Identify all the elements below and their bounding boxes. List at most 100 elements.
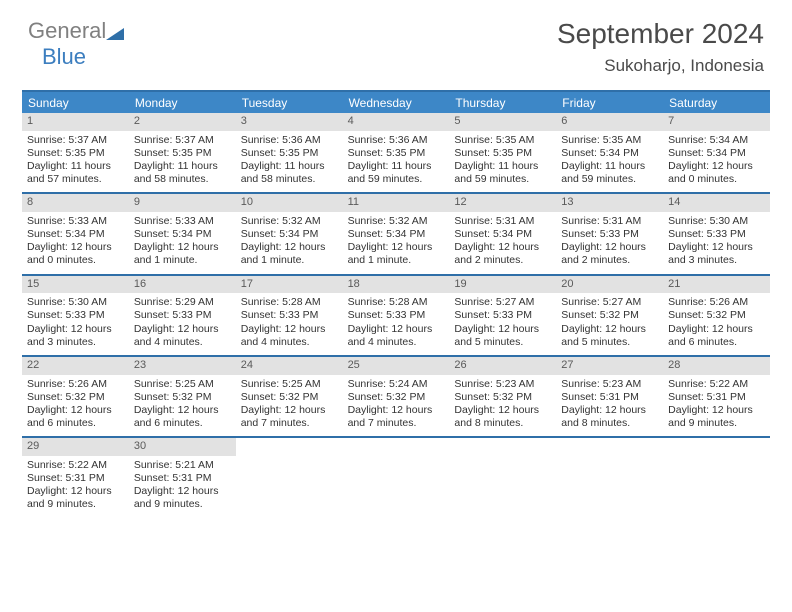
sunrise-text: Sunrise: 5:26 AM bbox=[27, 378, 124, 391]
sunrise-text: Sunrise: 5:27 AM bbox=[561, 296, 658, 309]
calendar-empty bbox=[556, 438, 663, 517]
daylight-text: Daylight: 12 hours and 5 minutes. bbox=[454, 323, 551, 349]
day-body: Sunrise: 5:28 AMSunset: 5:33 PMDaylight:… bbox=[236, 293, 343, 355]
day-body: Sunrise: 5:36 AMSunset: 5:35 PMDaylight:… bbox=[343, 131, 450, 193]
sunrise-text: Sunrise: 5:37 AM bbox=[27, 134, 124, 147]
sunrise-text: Sunrise: 5:29 AM bbox=[134, 296, 231, 309]
day-body: Sunrise: 5:27 AMSunset: 5:33 PMDaylight:… bbox=[449, 293, 556, 355]
sunrise-text: Sunrise: 5:25 AM bbox=[241, 378, 338, 391]
daylight-text: Daylight: 12 hours and 4 minutes. bbox=[241, 323, 338, 349]
sunset-text: Sunset: 5:31 PM bbox=[668, 391, 765, 404]
daylight-text: Daylight: 12 hours and 9 minutes. bbox=[668, 404, 765, 430]
calendar-day: 3Sunrise: 5:36 AMSunset: 5:35 PMDaylight… bbox=[236, 113, 343, 192]
calendar-day: 25Sunrise: 5:24 AMSunset: 5:32 PMDayligh… bbox=[343, 357, 450, 436]
daylight-text: Daylight: 11 hours and 57 minutes. bbox=[27, 160, 124, 186]
daylight-text: Daylight: 11 hours and 59 minutes. bbox=[561, 160, 658, 186]
calendar-day: 30Sunrise: 5:21 AMSunset: 5:31 PMDayligh… bbox=[129, 438, 236, 517]
calendar-day: 20Sunrise: 5:27 AMSunset: 5:32 PMDayligh… bbox=[556, 276, 663, 355]
sunset-text: Sunset: 5:34 PM bbox=[561, 147, 658, 160]
day-body: Sunrise: 5:30 AMSunset: 5:33 PMDaylight:… bbox=[663, 212, 770, 274]
day-number: 8 bbox=[22, 194, 129, 212]
calendar-week: 15Sunrise: 5:30 AMSunset: 5:33 PMDayligh… bbox=[22, 276, 770, 357]
sunset-text: Sunset: 5:34 PM bbox=[241, 228, 338, 241]
day-number: 7 bbox=[663, 113, 770, 131]
sunrise-text: Sunrise: 5:33 AM bbox=[27, 215, 124, 228]
day-number: 28 bbox=[663, 357, 770, 375]
sunrise-text: Sunrise: 5:27 AM bbox=[454, 296, 551, 309]
weekday-header: Friday bbox=[556, 92, 663, 113]
daylight-text: Daylight: 12 hours and 6 minutes. bbox=[668, 323, 765, 349]
day-body: Sunrise: 5:21 AMSunset: 5:31 PMDaylight:… bbox=[129, 456, 236, 518]
sunrise-text: Sunrise: 5:24 AM bbox=[348, 378, 445, 391]
sunrise-text: Sunrise: 5:25 AM bbox=[134, 378, 231, 391]
day-body: Sunrise: 5:26 AMSunset: 5:32 PMDaylight:… bbox=[22, 375, 129, 437]
sunset-text: Sunset: 5:33 PM bbox=[27, 309, 124, 322]
day-number: 2 bbox=[129, 113, 236, 131]
day-number: 27 bbox=[556, 357, 663, 375]
sunrise-text: Sunrise: 5:30 AM bbox=[668, 215, 765, 228]
sunset-text: Sunset: 5:33 PM bbox=[241, 309, 338, 322]
location-subtitle: Sukoharjo, Indonesia bbox=[557, 56, 764, 76]
day-number: 16 bbox=[129, 276, 236, 294]
calendar-week: 1 Sunrise: 5:37 AM Sunset: 5:35 PM Daylight… bbox=[22, 113, 770, 194]
daylight-text: Daylight: 12 hours and 4 minutes. bbox=[348, 323, 445, 349]
sunrise-text: Sunrise: 5:31 AM bbox=[454, 215, 551, 228]
sunrise-text: Sunrise: 5:30 AM bbox=[27, 296, 124, 309]
sunset-text: Sunset: 5:32 PM bbox=[27, 391, 124, 404]
brand-logo: General Blue bbox=[28, 18, 124, 70]
daylight-text: Daylight: 12 hours and 2 minutes. bbox=[454, 241, 551, 267]
sunset-text: Sunset: 5:34 PM bbox=[348, 228, 445, 241]
calendar-day: 1Sunrise: 5:37 AMSunset: 5:35 PMDaylight… bbox=[22, 113, 129, 192]
day-number: 18 bbox=[343, 276, 450, 294]
day-number: 12 bbox=[449, 194, 556, 212]
calendar-day: 5Sunrise: 5:35 AMSunset: 5:35 PMDaylight… bbox=[449, 113, 556, 192]
calendar-day: 9Sunrise: 5:33 AMSunset: 5:34 PMDaylight… bbox=[129, 194, 236, 273]
sunrise-text: Sunrise: 5:31 AM bbox=[561, 215, 658, 228]
sunset-text: Sunset: 5:32 PM bbox=[668, 309, 765, 322]
sunset-text: Sunset: 5:31 PM bbox=[27, 472, 124, 485]
day-number: 30 bbox=[129, 438, 236, 456]
day-number: 14 bbox=[663, 194, 770, 212]
calendar-day: 6Sunrise: 5:35 AMSunset: 5:34 PMDaylight… bbox=[556, 113, 663, 192]
calendar-week: 29Sunrise: 5:22 AMSunset: 5:31 PMDayligh… bbox=[22, 438, 770, 517]
brand-triangle-icon bbox=[106, 20, 124, 46]
daylight-text: Daylight: 12 hours and 5 minutes. bbox=[561, 323, 658, 349]
calendar-day: 14Sunrise: 5:30 AMSunset: 5:33 PMDayligh… bbox=[663, 194, 770, 273]
daylight-text: Daylight: 11 hours and 58 minutes. bbox=[241, 160, 338, 186]
daylight-text: Daylight: 11 hours and 58 minutes. bbox=[134, 160, 231, 186]
calendar-day: 19Sunrise: 5:27 AMSunset: 5:33 PMDayligh… bbox=[449, 276, 556, 355]
daylight-text: Daylight: 12 hours and 4 minutes. bbox=[134, 323, 231, 349]
day-number: 9 bbox=[129, 194, 236, 212]
daylight-text: Daylight: 12 hours and 9 minutes. bbox=[27, 485, 124, 511]
calendar-day: 17Sunrise: 5:28 AMSunset: 5:33 PMDayligh… bbox=[236, 276, 343, 355]
day-number: 29 bbox=[22, 438, 129, 456]
day-body: Sunrise: 5:29 AMSunset: 5:33 PMDaylight:… bbox=[129, 293, 236, 355]
sunset-text: Sunset: 5:35 PM bbox=[348, 147, 445, 160]
daylight-text: Daylight: 12 hours and 1 minute. bbox=[348, 241, 445, 267]
day-number: 1 bbox=[22, 113, 129, 131]
weekday-header: Monday bbox=[129, 92, 236, 113]
day-number: 21 bbox=[663, 276, 770, 294]
day-body: Sunrise: 5:30 AMSunset: 5:33 PMDaylight:… bbox=[22, 293, 129, 355]
brand-text-1: General bbox=[28, 18, 106, 43]
calendar-day: 11Sunrise: 5:32 AMSunset: 5:34 PMDayligh… bbox=[343, 194, 450, 273]
day-number: 23 bbox=[129, 357, 236, 375]
day-number: 3 bbox=[236, 113, 343, 131]
day-body: Sunrise: 5:35 AMSunset: 5:34 PMDaylight:… bbox=[556, 131, 663, 193]
calendar-day: 16Sunrise: 5:29 AMSunset: 5:33 PMDayligh… bbox=[129, 276, 236, 355]
day-body: Sunrise: 5:33 AMSunset: 5:34 PMDaylight:… bbox=[22, 212, 129, 274]
sunrise-text: Sunrise: 5:21 AM bbox=[134, 459, 231, 472]
day-number: 22 bbox=[22, 357, 129, 375]
calendar-day: 4Sunrise: 5:36 AMSunset: 5:35 PMDaylight… bbox=[343, 113, 450, 192]
sunrise-text: Sunrise: 5:23 AM bbox=[561, 378, 658, 391]
sunset-text: Sunset: 5:34 PM bbox=[454, 228, 551, 241]
sunrise-text: Sunrise: 5:37 AM bbox=[134, 134, 231, 147]
day-body: Sunrise: 5:32 AMSunset: 5:34 PMDaylight:… bbox=[236, 212, 343, 274]
daylight-text: Daylight: 12 hours and 2 minutes. bbox=[561, 241, 658, 267]
day-number: 6 bbox=[556, 113, 663, 131]
day-number: 11 bbox=[343, 194, 450, 212]
calendar-day: 24Sunrise: 5:25 AMSunset: 5:32 PMDayligh… bbox=[236, 357, 343, 436]
sunset-text: Sunset: 5:35 PM bbox=[454, 147, 551, 160]
calendar-day: 23Sunrise: 5:25 AMSunset: 5:32 PMDayligh… bbox=[129, 357, 236, 436]
calendar-day: 13Sunrise: 5:31 AMSunset: 5:33 PMDayligh… bbox=[556, 194, 663, 273]
